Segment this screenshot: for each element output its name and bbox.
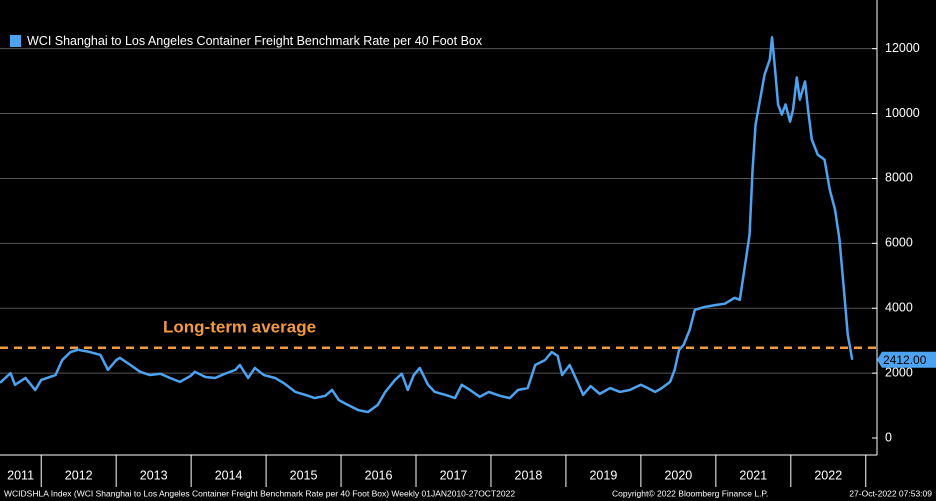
- value-label-box: [877, 351, 936, 368]
- x-tick-label: 2016: [365, 468, 393, 482]
- series-line: [0, 36, 854, 414]
- x-tick-label: 2014: [215, 468, 243, 482]
- x-tick-label: 2019: [589, 468, 617, 482]
- legend-swatch: [10, 35, 21, 47]
- y-tick-label: 2000: [885, 365, 913, 379]
- footer-date: 27-Oct-2022 07:53:09: [849, 488, 932, 498]
- reference-label: Long-term average: [163, 317, 316, 336]
- footer-source: WCIDSHLA Index (WCI Shanghai to Los Ange…: [4, 488, 515, 498]
- value-label: 2412.00: [883, 353, 927, 367]
- x-tick-label: 2022: [814, 468, 842, 482]
- x-tick-label: 2015: [290, 468, 318, 482]
- y-tick-label: 6000: [885, 236, 913, 250]
- footer-copyright: Copyright© 2022 Bloomberg Finance L.P.: [612, 488, 768, 498]
- x-tick-label: 2020: [664, 468, 692, 482]
- x-tick-label: 2011: [7, 468, 34, 482]
- x-tick-label: 2021: [739, 468, 767, 482]
- x-tick-label: 2012: [65, 468, 93, 482]
- legend-label: WCI Shanghai to Los Angeles Container Fr…: [27, 34, 483, 48]
- x-tick-label: 2018: [515, 468, 543, 482]
- y-tick-label: 4000: [885, 301, 913, 315]
- x-tick-label: 2017: [440, 468, 468, 482]
- y-tick-label: 0: [885, 430, 892, 444]
- y-tick-label: 12000: [885, 41, 920, 55]
- x-tick-label: 2013: [140, 468, 168, 482]
- y-tick-label: 10000: [885, 106, 920, 120]
- y-tick-label: 8000: [885, 171, 913, 185]
